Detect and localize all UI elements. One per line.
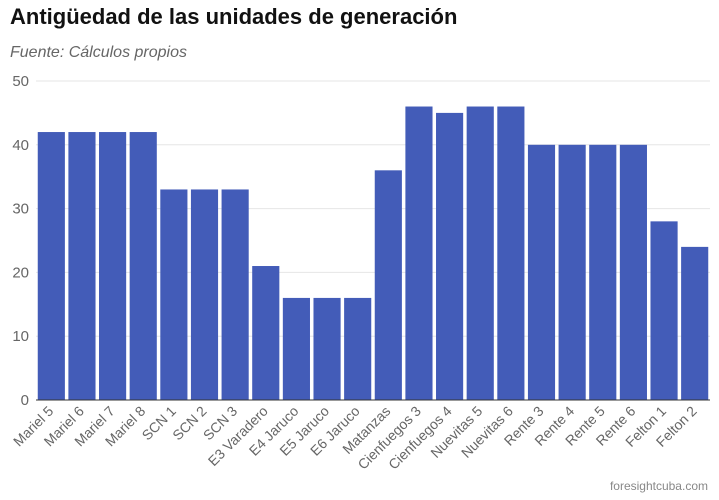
y-axis-ticks: 0 10 20 30 40 50 [12, 73, 29, 409]
bar-mariel-6 [68, 132, 96, 401]
chart-title: Antigüedad de las unidades de generación [10, 4, 458, 29]
y-tick-label: 10 [12, 328, 29, 345]
bar-felton-1 [650, 221, 678, 400]
chart-subtitle: Fuente: Cálculos propios [10, 44, 187, 61]
bar-scn-2 [190, 189, 219, 400]
bar-rente-3 [527, 144, 556, 400]
bar-mariel-8 [129, 132, 157, 401]
bar-felton-2 [681, 246, 709, 400]
y-tick-label: 40 [12, 137, 29, 154]
bar-cienfuegos-3 [405, 106, 433, 401]
bar-e5-jaruco [313, 297, 341, 400]
source-footer: foresightcuba.com [609, 479, 708, 493]
bar-rente-5 [589, 144, 617, 400]
bar-mariel-7 [99, 132, 127, 401]
y-tick-label: 0 [21, 392, 29, 409]
bar-nuevitas-5 [466, 106, 494, 401]
bar-rente-6 [619, 144, 647, 400]
y-tick-label: 30 [12, 201, 29, 218]
bar-scn-3 [221, 189, 249, 400]
y-tick-label: 50 [12, 73, 29, 90]
bar-cienfuegos-4 [436, 112, 464, 401]
bar-mariel-5 [37, 132, 65, 401]
bar-e6-jaruco [344, 297, 372, 400]
bar-nuevitas-6 [497, 106, 525, 401]
bar-rente-4 [558, 144, 586, 400]
bar-e4-jaruco [282, 297, 310, 400]
bar-matanzas [374, 170, 402, 400]
bar-e3-varadero [252, 266, 280, 400]
bar-scn-1 [160, 189, 188, 400]
bars [37, 106, 709, 401]
y-tick-label: 20 [12, 264, 29, 281]
